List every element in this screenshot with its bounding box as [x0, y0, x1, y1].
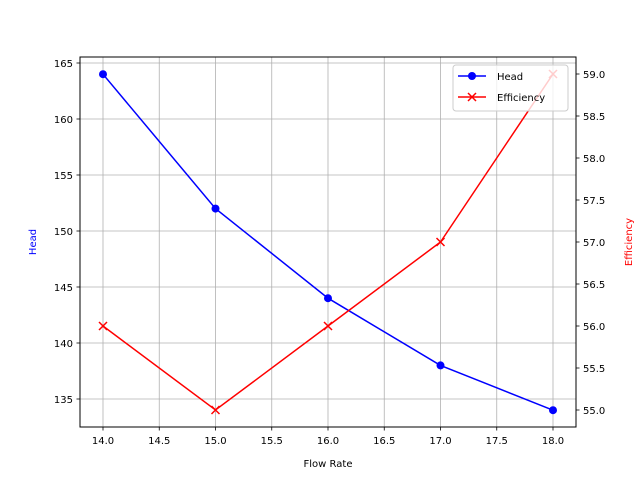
- y-axis-left-label: Head: [28, 229, 39, 255]
- y-axis-right-label: Efficiency: [624, 218, 635, 266]
- series-efficiency-line: [98, 69, 558, 415]
- y-tick-label: 145: [54, 283, 73, 294]
- x-tick-label: 16.0: [317, 436, 339, 447]
- head-point-marker: [99, 70, 107, 79]
- y-right-tick-label: 56.5: [583, 280, 605, 291]
- efficiency-point-marker: [98, 321, 108, 331]
- y-right-tick-label: 59.0: [583, 70, 605, 81]
- head-point-marker: [549, 406, 557, 415]
- x-tick-label: 17.0: [429, 436, 451, 447]
- y-tick-label: 155: [54, 171, 73, 182]
- y-tick-label: 165: [54, 59, 73, 70]
- x-axis-label: Flow Rate: [304, 459, 353, 470]
- y-axis-left-ticks: 135 140 145 150 155 160 165: [54, 59, 80, 406]
- y-right-tick-label: 58.5: [583, 112, 605, 123]
- y-axis-right-ticks: 55.0 55.5 56.0 56.5 57.0 57.5 58.0 58.5 59.0: [576, 70, 605, 417]
- x-axis-ticks: 14.0 14.5 15.0 15.5 16.0 16.5 17.0 17.5 18.0: [92, 427, 564, 447]
- x-tick-label: 14.5: [148, 436, 170, 447]
- y-right-tick-label: 58.0: [583, 154, 605, 165]
- y-tick-label: 150: [54, 227, 73, 238]
- y-right-tick-label: 57.5: [583, 196, 605, 207]
- x-tick-label: 17.5: [486, 436, 508, 447]
- legend-head-marker-icon: [468, 72, 476, 80]
- head-point-marker: [324, 294, 332, 303]
- head-point-marker: [436, 361, 445, 370]
- legend: Head Efficiency: [452, 64, 569, 112]
- efficiency-point-marker: [323, 321, 333, 331]
- y-tick-label: 135: [54, 395, 73, 406]
- y-right-tick-label: 55.0: [583, 406, 605, 417]
- y-right-tick-label: 55.5: [583, 364, 605, 375]
- y-right-tick-label: 57.0: [583, 238, 605, 249]
- legend-head-label: Head: [497, 72, 523, 83]
- efficiency-point-marker: [210, 405, 221, 415]
- legend-efficiency-label: Efficiency: [497, 93, 545, 104]
- x-tick-label: 18.0: [542, 436, 564, 447]
- x-tick-label: 16.5: [373, 436, 395, 447]
- x-tick-label: 15.5: [261, 436, 283, 447]
- y-tick-label: 160: [54, 115, 73, 126]
- grid-lines: [80, 57, 576, 427]
- y-right-tick-label: 56.0: [583, 322, 605, 333]
- y-tick-label: 140: [54, 339, 73, 350]
- head-point-marker: [211, 204, 220, 213]
- series-head-line: [99, 70, 557, 415]
- efficiency-point-marker: [435, 237, 446, 247]
- x-tick-label: 14.0: [92, 436, 114, 447]
- legend-efficiency-marker-icon: [467, 92, 477, 102]
- x-tick-label: 15.0: [204, 436, 226, 447]
